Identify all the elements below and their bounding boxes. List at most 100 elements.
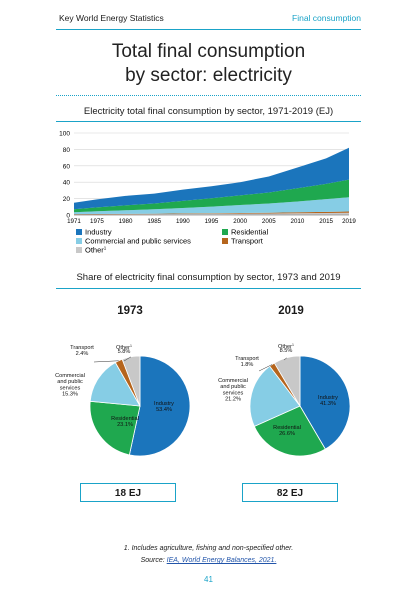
pie-label-line: and public [57, 379, 83, 385]
pie-chart-1973: Industry 53.4% Residential 23.1% Commercial a… [55, 344, 191, 457]
area-series-other [74, 212, 349, 215]
x-tick-label: 2019 [342, 218, 356, 225]
pie-label-other: Other1 5.8% [116, 344, 132, 355]
pie-label-line: Transport [235, 356, 259, 362]
header-right: Final consumption [292, 13, 361, 23]
legend-swatch-residential [222, 229, 228, 235]
pie-label-superscript: 1 [292, 343, 294, 347]
pie-label-line: 23.1% [117, 422, 133, 428]
source-link[interactable]: IEA, World Energy Balances, 2021. [166, 557, 277, 564]
pie-label-line: and public [220, 384, 246, 390]
pie-label-line: 26.6% [279, 431, 295, 437]
pie-label-commercial: Commercial and public services 21.2% [218, 378, 248, 403]
x-tick-label: 2015 [319, 218, 333, 225]
pie-slice-industry [128, 355, 191, 457]
x-tick-label: 1971 [67, 218, 81, 225]
legend-label-industry: Industry [85, 228, 112, 237]
area-series-transport [74, 211, 349, 215]
x-tick-label: 2005 [262, 218, 276, 225]
legend-swatch-transport [222, 238, 228, 244]
footnote: 1. Includes agriculture, fishing and non… [56, 543, 361, 567]
y-tick-label: 100 [59, 131, 70, 138]
header-left: Key World Energy Statistics [59, 13, 164, 23]
page-number: 41 [204, 575, 213, 584]
footnote-note: 1. Includes agriculture, fishing and non… [123, 545, 294, 552]
pie-label-line: Industry [154, 401, 174, 407]
pie-label-line: services [223, 390, 244, 396]
y-tick-label: 40 [63, 180, 71, 187]
y-tick-label: 60 [63, 163, 71, 170]
area-chart-title-rule [56, 121, 361, 122]
source-prefix: Source: [140, 557, 167, 564]
legend-superscript: 1 [104, 246, 107, 251]
pie-label-residential: Residential 26.6% [273, 425, 301, 437]
pie-label-line: 21.2% [225, 397, 241, 403]
pie-slice-residential [89, 400, 141, 456]
area-series-industry [74, 147, 349, 210]
legend-label-residential: Residential [231, 228, 268, 237]
pie-label-line: Commercial [55, 373, 85, 379]
area-chart-title: Electricity total final consumption by s… [83, 106, 334, 117]
pie-leader-transport [258, 364, 273, 372]
legend-swatch-industry [76, 229, 82, 235]
x-tick-label: 1990 [176, 218, 190, 225]
y-tick-label: 20 [63, 196, 71, 203]
pie-label-line: services [60, 385, 81, 391]
pie-label-transport: Transport 2.4% [70, 345, 94, 357]
pie-section-title: Share of electricity final consumption b… [76, 272, 341, 283]
pie-leader-other [123, 356, 132, 362]
pie-slice-commercial [249, 365, 301, 427]
pie-label-line: Transport [70, 345, 94, 351]
x-tick-label: 2010 [291, 218, 305, 225]
x-tick-label: 1985 [147, 218, 161, 225]
pie-label-line: 5.8% [118, 349, 131, 355]
pie-slice-commercial [89, 361, 141, 407]
footnote-source: Source: IEA, World Energy Balances, 2021… [56, 555, 361, 567]
y-tick-label: 0 [66, 213, 70, 220]
x-tick-label: 1995 [205, 218, 219, 225]
pie-label-line: 41.3% [320, 401, 336, 407]
pie-label-line: 2.4% [76, 351, 89, 357]
pie-label-line: Residential [273, 425, 301, 431]
pie-label-industry: Industry 41.3% [318, 395, 338, 407]
page-title-line1: Total final consumption [111, 41, 306, 62]
pie-label-commercial: Commercial and public services 15.3% [55, 373, 85, 398]
pie-label-line: Residential [111, 416, 139, 422]
pie-leader-other [283, 357, 287, 361]
pie-label-line: Commercial [218, 378, 248, 384]
pie-section-title-rule [56, 288, 361, 289]
pie-label-industry: Industry 53.4% [154, 401, 174, 413]
legend-swatch-commercial [76, 238, 82, 244]
title-divider [56, 95, 361, 96]
pie-label-line: 1.8% [241, 362, 254, 368]
area-series-commercial [74, 197, 349, 215]
x-tick-label: 1980 [119, 218, 133, 225]
pie-slice-industry [299, 355, 351, 450]
page-title: Total final consumption by sector: elect… [56, 40, 361, 88]
area-series-residential [74, 179, 349, 213]
pie-label-other: Other1 8.5% [278, 343, 294, 354]
pie-2019-heading: 2019 [278, 305, 304, 317]
legend-swatch-other [76, 247, 82, 253]
x-tick-label: 1975 [90, 218, 104, 225]
pie-label-line: 15.3% [62, 392, 78, 398]
x-tick-label: 2000 [233, 218, 247, 225]
pie-label-line: Industry [318, 395, 338, 401]
pie-leader-transport [93, 360, 119, 363]
pie-label-line: Other1 [116, 344, 132, 351]
pie-1973-heading: 1973 [117, 305, 143, 317]
pie-label-transport: Transport 1.8% [235, 356, 259, 368]
legend-label-transport: Transport [231, 237, 264, 246]
pie-label-line: 8.5% [280, 348, 293, 354]
page-title-line2: by sector: electricity [125, 65, 292, 86]
pie-label-line: Other1 [278, 343, 294, 350]
y-tick-label: 80 [63, 147, 71, 154]
legend-label-commercial: Commercial and public services [85, 237, 191, 246]
total-2019-box: 82 EJ [242, 483, 338, 502]
pie-label-residential: Residential 23.1% [111, 416, 139, 428]
header-rule [56, 29, 361, 30]
pie-label-superscript: 1 [130, 344, 132, 348]
pie-label-line: 53.4% [156, 407, 172, 413]
pie-chart-2019: Industry 41.3% Residential 26.6% Commercial a… [218, 343, 351, 457]
area-chart: 0 20 40 60 80 100 1971 1975 1980 1985 1990 1995 2000… [59, 131, 356, 255]
